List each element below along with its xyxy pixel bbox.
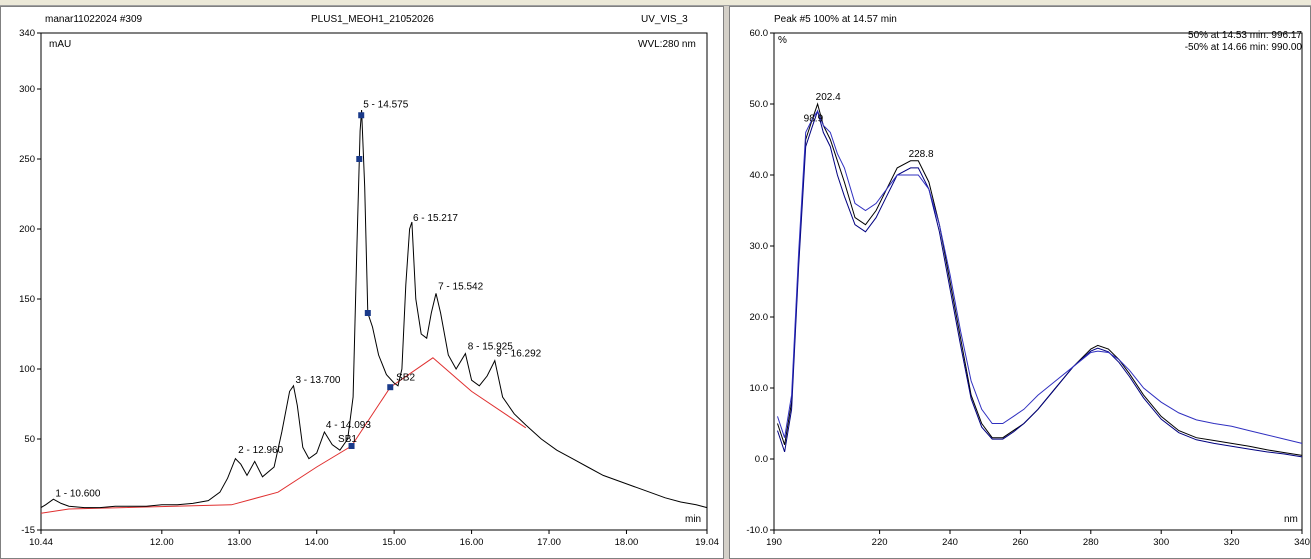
spectrum-xtick-label-0: 190 (766, 537, 782, 548)
spectrum-ytick-label-1: 0.0 (755, 454, 768, 465)
spectrum-legend-1: -50% at 14.66 min: 990.00 (1185, 42, 1303, 53)
chromatogram-header-right: UV_VIS_3 (641, 14, 688, 25)
chromatogram-xtick-label-3: 14.00 (305, 537, 329, 548)
spectrum-ytick-label-3: 20.0 (750, 312, 769, 323)
chromatogram-header-center: PLUS1_MEOH1_21052026 (311, 14, 434, 25)
spectrum-ytick-label-2: 10.0 (750, 383, 769, 394)
chromatogram-peak-label-1: 2 - 12.960 (238, 445, 283, 456)
spectrum-x-unit: nm (1284, 514, 1298, 525)
spectrum-peak-label-1: 98.9 (804, 113, 824, 124)
chromatogram-xtick-label-5: 16.00 (460, 537, 484, 548)
chromatogram-xtick-label-8: 19.04 (695, 537, 719, 548)
window-top-strip (0, 0, 1311, 6)
chromatogram-xtick-label-6: 17.00 (537, 537, 561, 548)
chromatogram-xtick-label-0: 10.44 (29, 537, 53, 548)
spectrum-ytick-label-5: 40.0 (750, 170, 769, 181)
spectrum-panel[interactable]: Peak #5 100% at 14.57 min % nm 50% at 14… (729, 6, 1311, 559)
chromatogram-frame (40, 32, 708, 531)
chromatogram-peak-label-3: 4 - 14.093 (326, 420, 371, 431)
chromatogram-header-left: manar11022024 #309 (45, 14, 143, 25)
chromatogram-ytick-label-4: 200 (19, 224, 35, 235)
chromatogram-spectrum-marker-1 (358, 112, 365, 119)
chromatogram-ytick-label-1: 50 (24, 434, 35, 445)
chromatogram-ytick-label-3: 150 (19, 294, 35, 305)
chromatogram-peak-label-2: 3 - 13.700 (295, 375, 340, 386)
chromatogram-peak-label-9: 8 - 15.925 (468, 342, 513, 353)
chromatogram-peak-label-10: 9 - 16.292 (496, 349, 541, 360)
chromatogram-spectrum-marker-0 (356, 156, 363, 162)
spectrum-xtick-label-5: 300 (1153, 537, 1169, 548)
chromatogram-spectrum-marker-2 (364, 310, 371, 316)
chromatogram-ytick-label-2: 100 (19, 364, 35, 375)
chromatogram-x-unit: min (685, 514, 701, 525)
spectrum-xtick-label-6: 320 (1224, 537, 1240, 548)
spectrum-ytick-label-7: 60.0 (750, 28, 769, 39)
spectrum-xtick-label-1: 220 (872, 537, 888, 548)
chromatogram-peak-label-7: 6 - 15.217 (413, 213, 458, 224)
spectrum-legend-0: 50% at 14.53 min: 996.17 (1188, 30, 1302, 41)
chromatogram-peak-label-4: SB1 (338, 434, 357, 445)
chromatogram-wavelength: WVL:280 nm (638, 39, 696, 50)
spectrum-xtick-label-7: 340 (1294, 537, 1310, 548)
spectrum-ytick-label-4: 30.0 (750, 241, 769, 252)
spectrum-header: Peak #5 100% at 14.57 min (774, 14, 897, 25)
spectrum-trace-1 (777, 109, 1303, 458)
chromatogram-ytick-label-5: 250 (19, 154, 35, 165)
chromatogram-panel[interactable]: manar11022024 #309 PLUS1_MEOH1_21052026 … (0, 6, 724, 559)
spectrum-frame (773, 32, 1303, 531)
chromatogram-peak-label-0: 1 - 10.600 (55, 489, 100, 500)
chromatogram-plot: manar11022024 #309 PLUS1_MEOH1_21052026 … (19, 14, 719, 548)
spectrum-peak-label-0: 202.4 (816, 92, 841, 103)
spectrum-trace-0 (777, 102, 1303, 456)
chromatogram-baseline-marker-1 (387, 384, 394, 391)
chromatogram-ytick-label-7: 340 (19, 28, 35, 39)
spectrum-plot: Peak #5 100% at 14.57 min % nm 50% at 14… (746, 14, 1310, 548)
chromatogram-ytick-label-0: -15 (21, 525, 35, 536)
spectrum-ytick-label-0: -10.0 (746, 525, 768, 536)
chromatogram-xtick-label-4: 15.00 (382, 537, 406, 548)
spectrum-peak-label-2: 228.8 (909, 149, 934, 160)
spectrum-xtick-label-2: 240 (942, 537, 958, 548)
chromatogram-xtick-label-7: 18.00 (615, 537, 639, 548)
chromatogram-peak-label-5: 5 - 14.575 (363, 99, 408, 110)
chromatogram-peak-label-8: 7 - 15.542 (438, 281, 483, 292)
chromatogram-xtick-label-2: 13.00 (227, 537, 251, 548)
spectrum-xtick-label-3: 260 (1012, 537, 1028, 548)
spectrum-xtick-label-4: 280 (1083, 537, 1099, 548)
spectrum-trace-2 (777, 110, 1303, 444)
spectrum-y-unit: % (778, 35, 787, 46)
chromatogram-y-unit: mAU (49, 39, 71, 50)
chromatogram-baseline (40, 357, 527, 514)
chromatogram-peak-label-6: SB2 (396, 372, 415, 383)
spectrum-ytick-label-6: 50.0 (750, 99, 769, 110)
chromatogram-trace (40, 109, 708, 509)
chromatogram-baseline-marker-0 (348, 443, 355, 449)
chromatogram-ytick-label-6: 300 (19, 84, 35, 95)
chromatogram-xtick-label-1: 12.00 (150, 537, 174, 548)
